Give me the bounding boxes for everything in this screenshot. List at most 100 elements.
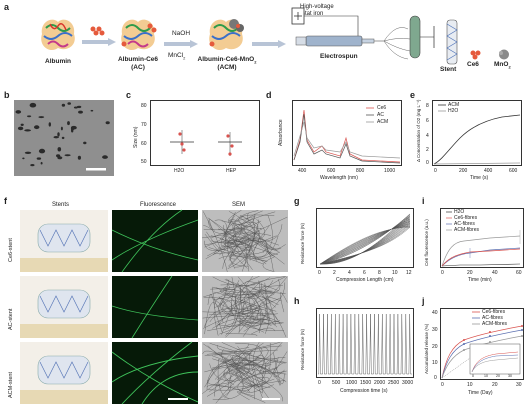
high-voltage-label: High-voltage: [300, 4, 334, 10]
panel-i-legend-acm: ACM-fibres: [454, 227, 480, 233]
sem-image: [202, 341, 288, 404]
panel-h-xtick: 3000: [402, 380, 414, 386]
stent-photo: [20, 276, 108, 338]
panel-f-row-ce6: Ce6-stent: [8, 238, 14, 262]
albumin-ce6-icon: [121, 19, 157, 51]
panel-e-legend-acm: ACM: [448, 102, 460, 108]
stat-iron-label: stat iron: [302, 11, 324, 17]
fluorescence-image: [111, 209, 199, 273]
panel-label-i: i: [422, 196, 425, 206]
panel-label-f: f: [4, 196, 7, 206]
panel-d-legend-ce6: Ce6: [377, 105, 387, 111]
panel-label-c: c: [126, 90, 132, 100]
panel-h-frame: [316, 308, 414, 378]
panel-c-plot: [170, 130, 242, 156]
sem-image: [201, 210, 288, 272]
panel-h-xtick: 1500: [360, 380, 372, 386]
panel-i-xlabel: Time (min): [468, 277, 492, 283]
panel-g-xtick: 6: [363, 270, 366, 276]
panel-j-inset-xtick: 0: [472, 374, 474, 378]
panel-j-legend-acm: ACM-fibres: [482, 321, 508, 327]
mncl2-text: MnCl: [168, 52, 184, 59]
mno2-legend-label: MnO2: [494, 61, 511, 69]
panel-label-j: j: [422, 296, 425, 306]
ce6-legend-label: Ce6: [467, 61, 479, 68]
panel-i-plot: [441, 211, 521, 267]
albumin-protein-icon: [41, 19, 75, 51]
arrow-icon: [252, 40, 286, 48]
panel-e-ytick: 8: [426, 103, 429, 109]
panel-d-legend-acm: ACM: [377, 119, 389, 125]
panel-e-ytick: 2: [426, 147, 429, 153]
panel-e-ytick: 0: [426, 160, 429, 166]
panel-i-xtick: 0: [441, 270, 444, 276]
panel-j-ylabel: Accumulated release (%): [424, 323, 429, 374]
panel-h-xtick: 1000: [346, 380, 358, 386]
panel-c-ylabel: Size (nm): [133, 126, 139, 148]
albumin-label: Albumin: [45, 58, 71, 65]
acm-abbrev: (ACM): [217, 64, 237, 71]
panel-j-ytick: 10: [432, 360, 438, 366]
sem-image: [202, 276, 288, 338]
panel-d-xlabel: Wavelength (nm): [320, 175, 358, 181]
panel-label-e: e: [410, 90, 416, 100]
fluorescence-image: [111, 275, 199, 339]
panel-i-legend-h2o: H2O: [454, 209, 465, 215]
albumin-ce6-mno2-icon: [209, 19, 244, 51]
panel-e-xtick: 600: [509, 168, 518, 174]
panel-i-frame: [440, 208, 524, 268]
panel-g-ylabel: Resistance force (N): [300, 222, 305, 264]
panel-h-plot: [318, 313, 412, 375]
mno2-legend-subscript: 2: [508, 64, 511, 70]
panel-e-xtick: 0: [434, 168, 437, 174]
panel-i-xtick: 60: [516, 270, 522, 276]
naoh-label: NaOH: [171, 30, 191, 37]
panel-i-ylabel: Ce6 fluorescence (a.u.): [424, 219, 429, 266]
panel-h-ylabel: Resistance force (N): [300, 328, 305, 370]
mno2-legend-text: MnO: [494, 61, 509, 68]
stent-photo: [20, 210, 108, 272]
mncl2-subscript: 2: [183, 55, 186, 61]
stent-photo: [20, 342, 108, 404]
panel-e-plot: [433, 104, 521, 165]
panel-h-xtick: 2000: [374, 380, 386, 386]
panel-e-frame: [432, 100, 522, 166]
panel-j-ytick: 40: [432, 310, 438, 316]
panel-e-xtick: 400: [484, 168, 493, 174]
panel-d-plot: [293, 107, 401, 164]
panel-j-ytick: 20: [432, 344, 438, 350]
electrospinning-apparatus-icon: [291, 7, 435, 60]
panel-g-xtick: 0: [318, 270, 321, 276]
panel-f-row-ac: AC-stent: [8, 308, 14, 330]
panel-e-xlabel: Time (s): [470, 175, 489, 181]
panel-h-xtick: 0: [318, 380, 321, 386]
panel-j-xtick: 30: [516, 382, 522, 388]
panel-label-g: g: [294, 196, 300, 206]
panel-j-xtick: 20: [492, 382, 498, 388]
panel-i-legend-ce6: Ce6-fibres: [454, 215, 478, 221]
panel-g-xtick: 4: [348, 270, 351, 276]
acm-label: Albumin-Ce6-MnO2: [196, 56, 258, 64]
panel-d-xtick: 800: [356, 168, 365, 174]
panel-g-xtick: 12: [406, 270, 412, 276]
panel-c-ytick: 50: [141, 159, 147, 165]
ce6-legend-icon: [470, 50, 481, 60]
panel-e-ytick: 4: [426, 133, 429, 139]
panel-g-xtick: 8: [378, 270, 381, 276]
arrow-icon: [82, 38, 116, 46]
panel-j-inset-xtick: 10: [484, 374, 488, 378]
ce6-molecules-icon: [90, 26, 105, 36]
panel-e-legend-h2o: H2O: [448, 108, 459, 114]
panel-d-xtick: 600: [327, 168, 336, 174]
panel-j-xtick: 10: [467, 382, 473, 388]
panel-c-ytick: 70: [141, 122, 147, 128]
mno2-legend-icon: [499, 49, 509, 60]
panel-d-xtick: 400: [298, 168, 307, 174]
panel-c-ytick: 60: [141, 141, 147, 147]
panel-d-frame: [292, 100, 402, 166]
panel-i-xtick: 20: [467, 270, 473, 276]
panel-d-xtick: 1000: [384, 168, 396, 174]
panel-g-xlabel: Compression Length (cm): [336, 277, 394, 283]
panel-j-xlabel: Time (Day): [468, 390, 493, 396]
panel-label-a: a: [4, 2, 10, 12]
